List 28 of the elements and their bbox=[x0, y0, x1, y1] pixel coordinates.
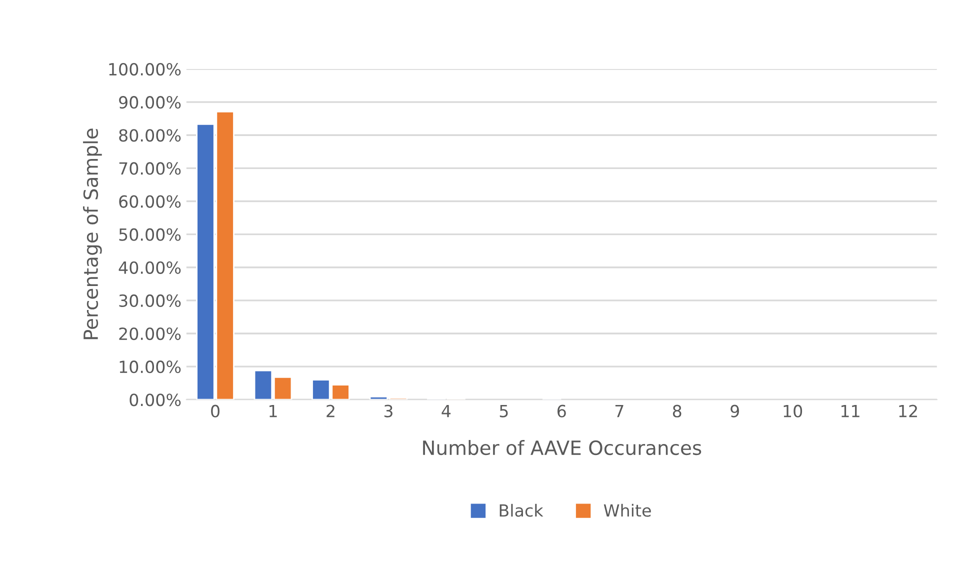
x-tick-label: 11 bbox=[842, 405, 860, 418]
y-tick-label: 40.00% bbox=[118, 261, 181, 274]
y-tick-label: 30.00% bbox=[119, 294, 181, 308]
legend-label: Black bbox=[500, 504, 544, 517]
x-tick-label: 3 bbox=[384, 404, 392, 418]
x-tick-label: 12 bbox=[899, 404, 917, 418]
x-tick-label: 2 bbox=[326, 404, 334, 418]
x-tick-label: 4 bbox=[442, 405, 451, 418]
x-tick-label: 5 bbox=[500, 405, 508, 418]
y-tick-label: 10.00% bbox=[120, 360, 181, 374]
x-tick-label: 9 bbox=[730, 404, 739, 418]
x-tick-label: 10 bbox=[784, 404, 802, 418]
y-tick-label: 80.00% bbox=[119, 129, 181, 142]
y-tick-label: 50.00% bbox=[119, 228, 181, 241]
x-tick-label: 8 bbox=[672, 404, 682, 418]
y-tick-label: 70.00% bbox=[119, 162, 181, 175]
x-tick-label: 6 bbox=[558, 404, 566, 418]
legend-label: White bbox=[604, 504, 651, 517]
x-tick-label: 0 bbox=[211, 404, 220, 418]
x-tick-label: 7 bbox=[615, 405, 624, 418]
y-axis-title: Percentage of Sample bbox=[83, 128, 102, 340]
y-tick-label: 20.00% bbox=[119, 327, 181, 340]
x-axis-title: Number of AAVE Occurances bbox=[423, 440, 702, 456]
y-tick-label: 90.00% bbox=[119, 96, 181, 109]
y-tick-label: 0.00% bbox=[130, 394, 181, 406]
x-tick-label: 1 bbox=[270, 405, 277, 418]
y-tick-label: 60.00% bbox=[119, 195, 181, 208]
y-tick-label: 100.00% bbox=[109, 62, 181, 76]
